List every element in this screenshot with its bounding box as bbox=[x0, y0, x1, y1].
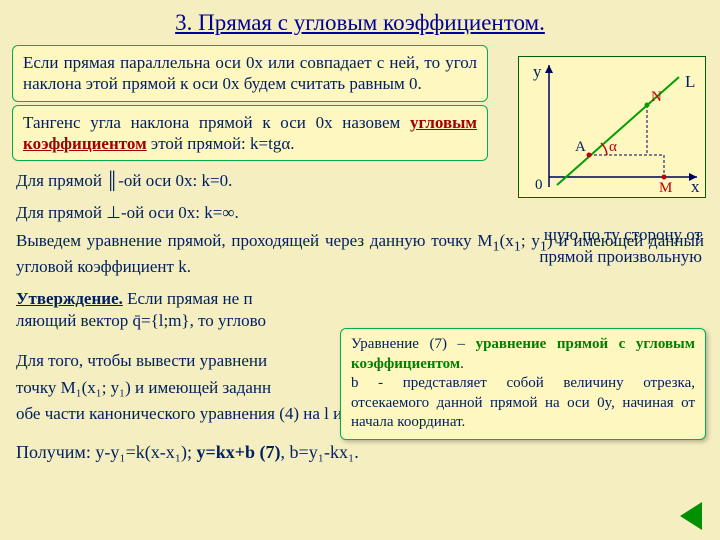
chart-svg: y x 0 L N M A α bbox=[519, 57, 705, 197]
chart: y x 0 L N M A α bbox=[518, 56, 706, 198]
left-column: Если прямая параллельна оси 0x или совпа… bbox=[0, 45, 500, 226]
line-parallel: Для прямой ║-ой оси 0x: k=0. bbox=[0, 164, 500, 194]
line-perp: Для прямой ⊥-ой оси 0x: k=∞. bbox=[0, 194, 500, 226]
result-c: y=kx+b (7) bbox=[197, 442, 281, 462]
box2-pre: Тангенс угла наклона прямой к оси 0x наз… bbox=[23, 113, 410, 132]
chart-alpha-label: α bbox=[609, 139, 617, 155]
definition-box-1: Если прямая параллельна оси 0x или совпа… bbox=[12, 45, 488, 102]
statement-a: Если прямая не п bbox=[123, 289, 253, 308]
chart-m-label: M bbox=[659, 180, 672, 196]
bg-text-2: прямой произвольную bbox=[539, 246, 702, 268]
chart-n-label: N bbox=[651, 89, 662, 105]
chart-l-label: L bbox=[685, 72, 695, 91]
chart-o-label: 0 bbox=[535, 177, 543, 193]
result-d: , b=y₁-kx₁. bbox=[281, 442, 359, 462]
chart-x-label: x bbox=[691, 177, 700, 196]
slide: 3. Прямая с угловым коэффициентом. Если … bbox=[0, 0, 720, 540]
callout-a: Уравнение (7) – bbox=[351, 336, 476, 352]
prev-nav-icon[interactable] bbox=[680, 502, 702, 530]
bg-text-1: щую по ту сторону от bbox=[539, 224, 702, 246]
chart-a-label: A bbox=[575, 139, 586, 155]
result-a: Получим: bbox=[16, 442, 95, 462]
statement-b: ляющий вектор q̄={l;m}, то углово bbox=[16, 311, 266, 330]
callout-box: Уравнение (7) – уравнение прямой с углов… bbox=[340, 328, 706, 440]
box2-post: этой прямой: k=tgα. bbox=[147, 134, 295, 153]
statement-block: Утверждение. Если прямая не п ляющий век… bbox=[0, 280, 720, 334]
statement-label: Утверждение. bbox=[16, 289, 123, 308]
bg-text: щую по ту сторону от прямой произвольную bbox=[539, 224, 702, 268]
callout-c: b - представляет собой величину отрезка,… bbox=[351, 375, 695, 430]
result-b: y-y₁=k(x-x₁); bbox=[95, 442, 196, 462]
chart-y-label: y bbox=[533, 62, 542, 81]
page-title: 3. Прямая с угловым коэффициентом. bbox=[0, 0, 720, 42]
definition-box-2: Тангенс угла наклона прямой к оси 0x наз… bbox=[12, 105, 488, 162]
